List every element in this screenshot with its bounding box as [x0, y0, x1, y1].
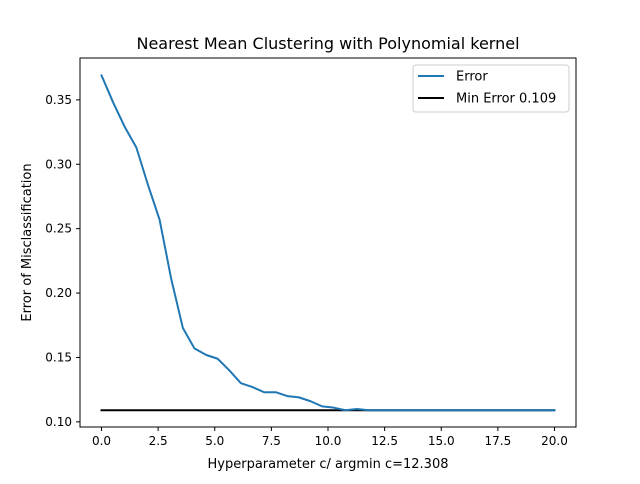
x-axis: 0.0 2.5 5.0 7.5 10.0 12.5 15.0 17.5 20.0 [92, 427, 568, 448]
legend-box [412, 64, 570, 113]
x-tick-label: 7.5 [262, 434, 281, 448]
chart-title: Nearest Mean Clustering with Polynomial … [136, 34, 519, 53]
x-tick-label: 2.5 [149, 434, 168, 448]
x-tick-label: 15.0 [428, 434, 455, 448]
y-axis: 0.10 0.15 0.20 0.25 0.30 0.35 [45, 93, 80, 429]
x-tick-label: 17.5 [485, 434, 512, 448]
x-tick-label: 10.0 [315, 434, 342, 448]
plot-lines [100, 74, 556, 412]
y-tick-label: 0.35 [45, 93, 72, 107]
x-axis-label: Hyperparameter c/ argmin c=12.308 [208, 457, 449, 472]
legend-label-0: Error [456, 70, 488, 85]
x-tick-label: 0.0 [92, 434, 111, 448]
x-tick-label: 5.0 [205, 434, 224, 448]
y-tick-label: 0.25 [45, 222, 72, 236]
plot-frame [79, 57, 577, 428]
y-axis-label: Error of Misclassification [20, 163, 35, 321]
legend-label-1: Min Error 0.109 [456, 92, 556, 107]
y-tick-label: 0.30 [45, 157, 72, 171]
series-line-0 [100, 74, 556, 412]
y-tick-label: 0.20 [45, 286, 72, 300]
y-tick-label: 0.10 [45, 415, 72, 429]
legend: Error Min Error 0.109 [412, 64, 570, 113]
x-tick-label: 12.5 [371, 434, 398, 448]
x-tick-label: 20.0 [541, 434, 568, 448]
y-tick-label: 0.15 [45, 350, 72, 364]
